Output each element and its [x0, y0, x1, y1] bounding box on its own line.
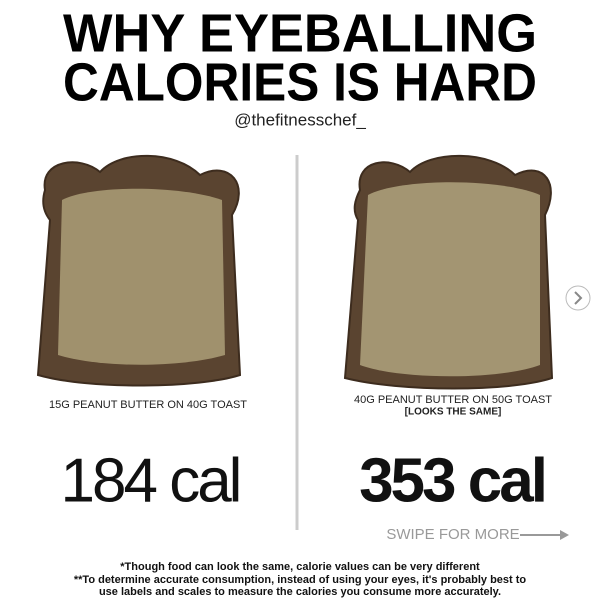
- caption-note: [LOOKS THE SAME]: [405, 407, 502, 418]
- caption: 40G PEANUT BUTTER ON 50G TOAST: [354, 394, 552, 406]
- footnote: **To determine accurate consumption, ins…: [74, 574, 527, 586]
- spread: [58, 188, 225, 365]
- title-line: WHY EYEBALLING: [63, 3, 537, 63]
- swipe-arrowhead: [560, 530, 569, 540]
- handle: @thefitnesschef_: [234, 110, 366, 129]
- spread: [360, 182, 540, 377]
- footnote: use labels and scales to measure the cal…: [99, 586, 501, 598]
- swipe-text: SWIPE FOR MORE: [386, 526, 519, 543]
- footnote: *Though food can look the same, calorie …: [120, 561, 480, 573]
- calories: 184 cal: [61, 446, 240, 515]
- toast-right: [343, 154, 554, 390]
- toast-left: [36, 154, 242, 387]
- next-icon: [574, 291, 583, 305]
- calories: 353 cal: [359, 446, 545, 515]
- title-line: CALORIES IS HARD: [63, 52, 537, 112]
- next-button[interactable]: [565, 285, 591, 311]
- caption: 15G PEANUT BUTTER ON 40G TOAST: [49, 399, 247, 411]
